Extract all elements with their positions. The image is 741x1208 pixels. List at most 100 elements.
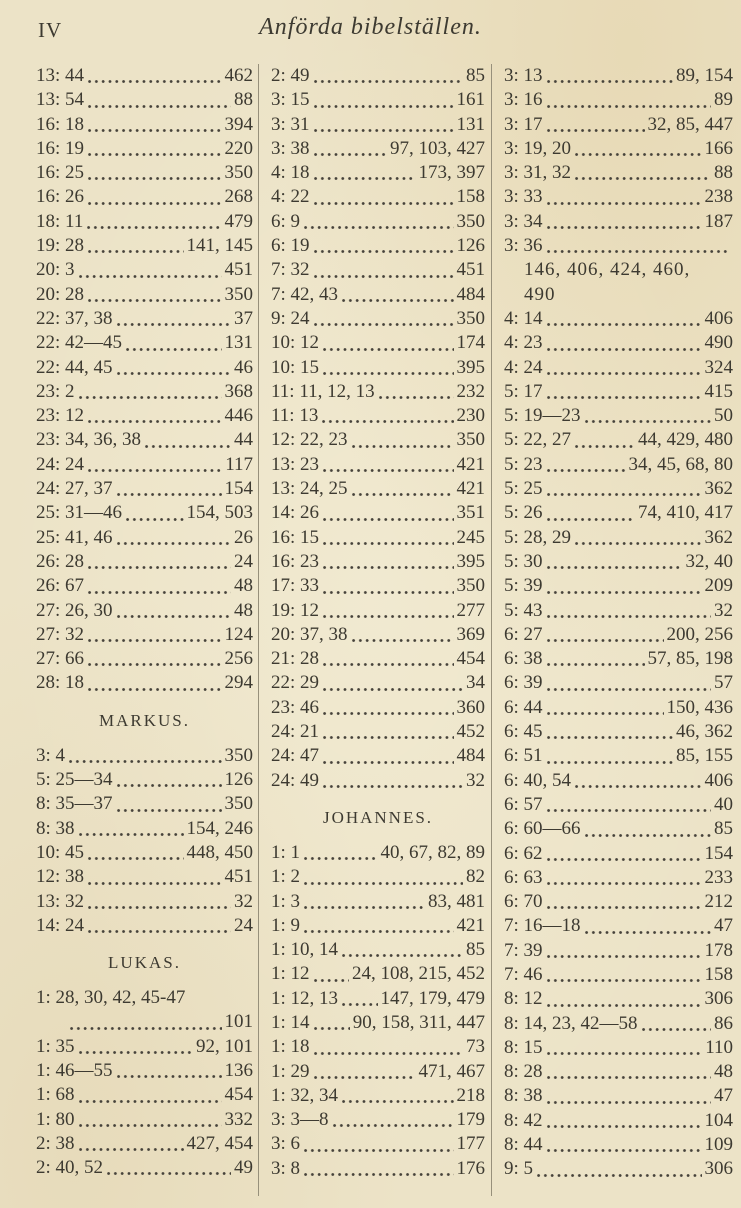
entry-row: 22: 29 34 — [271, 671, 485, 695]
verse-ref: 1: 68 — [36, 1084, 75, 1106]
page-ref: 40 — [714, 793, 733, 815]
index-column-2: 2: 49 85 3: 15 161 3: 31 131 3: 38 97, 103, 427… — [258, 64, 492, 1196]
verse-ref: 5: 17 — [504, 380, 543, 402]
entry-row: 1: 1 40, 67, 82, 89 — [271, 841, 485, 865]
dot-leader — [88, 574, 231, 598]
dot-leader — [304, 865, 463, 889]
verse-ref: 3: 31 — [271, 113, 310, 135]
verse-ref: 10: 15 — [271, 356, 320, 378]
entry-row: 9: 24 350 — [271, 307, 485, 331]
verse-ref: 7: 46 — [504, 963, 543, 985]
page-ref: 395 — [456, 356, 486, 378]
page-ref: 44, 429, 480 — [638, 429, 733, 451]
entry-row: 23: 12 446 — [36, 404, 253, 428]
entry-row: 3: 15 161 — [271, 88, 485, 112]
entry-row: 1: 12 24, 108, 215, 452 — [271, 962, 485, 986]
dot-leader — [126, 331, 222, 355]
page-ref: 350 — [456, 575, 486, 597]
dot-leader — [546, 671, 712, 695]
entry-row: 5: 19—23 50 — [504, 404, 733, 428]
verse-ref: 6: 70 — [504, 891, 543, 913]
page-ref: 117 — [225, 453, 253, 475]
entry-row: 8: 14, 23, 42—58 86 — [504, 1012, 733, 1036]
entry-row: 6: 57 40 — [504, 793, 733, 817]
verse-ref: 1: 28, 30, 42, 45-47 — [36, 987, 186, 1009]
dot-leader — [116, 792, 222, 816]
verse-ref: 7: 16—18 — [504, 915, 581, 937]
entry-row: 10: 15 395 — [271, 356, 485, 380]
dot-leader — [88, 623, 222, 647]
entry-row: 3: 33 238 — [504, 185, 733, 209]
entry-row: 22: 42—45 131 — [36, 331, 253, 355]
dot-leader — [313, 137, 388, 161]
entry-row: 101 — [36, 1010, 253, 1034]
page-ref: 350 — [456, 429, 486, 451]
page-ref: 446 — [224, 405, 254, 427]
verse-ref: 5: 25—34 — [36, 769, 113, 791]
entry-row: 3: 38 97, 103, 427 — [271, 137, 485, 161]
page-ref: 484 — [456, 745, 486, 767]
verse-ref: 16: 23 — [271, 550, 320, 572]
entry-row: 4: 18 173, 397 — [271, 161, 485, 185]
page-ref: 85, 155 — [676, 745, 733, 767]
entry-row: 5: 23 34, 45, 68, 80 — [504, 453, 733, 477]
page-ref: 44 — [234, 429, 253, 451]
dot-leader — [575, 428, 635, 452]
page-ref: 92, 101 — [196, 1035, 253, 1057]
entry-row: 23: 46 360 — [271, 696, 485, 720]
entry-row: 7: 16—18 47 — [504, 914, 733, 938]
verse-ref: 22: 42—45 — [36, 332, 123, 354]
dot-leader — [116, 1059, 222, 1083]
verse-ref: 5: 43 — [504, 599, 543, 621]
page-ref: 131 — [456, 113, 486, 135]
entry-row: 8: 38 154, 246 — [36, 817, 253, 841]
dot-leader — [313, 113, 454, 137]
entry-row: 8: 35—37 350 — [36, 792, 253, 816]
verse-ref: 16: 25 — [36, 162, 85, 184]
verse-ref: 5: 28, 29 — [504, 526, 572, 548]
dot-leader — [546, 890, 702, 914]
dot-leader — [323, 599, 454, 623]
entry-row: 22: 37, 38 37 — [36, 307, 253, 331]
dot-leader — [323, 720, 454, 744]
page-ref: 448, 450 — [186, 841, 254, 863]
page-ref: 369 — [456, 623, 486, 645]
entry-row: 1: 2 82 — [271, 865, 485, 889]
page-ref: 82 — [466, 866, 485, 888]
page-ref: 48 — [234, 575, 253, 597]
verse-ref: 3: 19, 20 — [504, 137, 572, 159]
dot-leader — [116, 477, 222, 501]
verse-ref: 2: 40, 52 — [36, 1157, 104, 1179]
page-ref: 57, 85, 198 — [647, 648, 734, 670]
entry-row: 6: 63 233 — [504, 866, 733, 890]
page-ref: 245 — [456, 526, 486, 548]
page-ref: 57 — [714, 672, 733, 694]
page-ref: 24, 108, 215, 452 — [352, 963, 485, 985]
page-ref: 49 — [234, 1157, 253, 1179]
verse-ref: 1: 29 — [271, 1060, 310, 1082]
page-ref: 47 — [714, 1085, 733, 1107]
dot-leader — [546, 963, 702, 987]
entry-row: 1: 14 90, 158, 311, 447 — [271, 1011, 485, 1035]
dot-leader — [546, 939, 702, 963]
verse-ref: 8: 44 — [504, 1134, 543, 1156]
verse-ref: 27: 26, 30 — [36, 599, 113, 621]
page-ref: 34 — [466, 672, 485, 694]
page-ref: 97, 103, 427 — [390, 137, 485, 159]
verse-ref: 3: 31, 32 — [504, 162, 572, 184]
entry-row: 1: 9 421 — [271, 914, 485, 938]
entry-row: 2: 40, 52 49 — [36, 1156, 253, 1180]
verse-ref: 11: 11, 12, 13 — [271, 380, 375, 402]
dot-leader — [342, 283, 454, 307]
entry-row: 16: 26 268 — [36, 185, 253, 209]
page-ref: 46 — [234, 356, 253, 378]
entry-row: 3: 17 32, 85, 447 — [504, 113, 733, 137]
entry-row: 24: 24 117 — [36, 453, 253, 477]
verse-ref: 2: 38 — [36, 1132, 75, 1154]
verse-ref: 24: 24 — [36, 453, 85, 475]
page-ref: 109 — [704, 1134, 734, 1156]
verse-ref: 22: 29 — [271, 672, 320, 694]
verse-ref: 24: 27, 37 — [36, 478, 113, 500]
page-ref: 126 — [456, 235, 486, 257]
entry-row: 20: 37, 38 369 — [271, 623, 485, 647]
